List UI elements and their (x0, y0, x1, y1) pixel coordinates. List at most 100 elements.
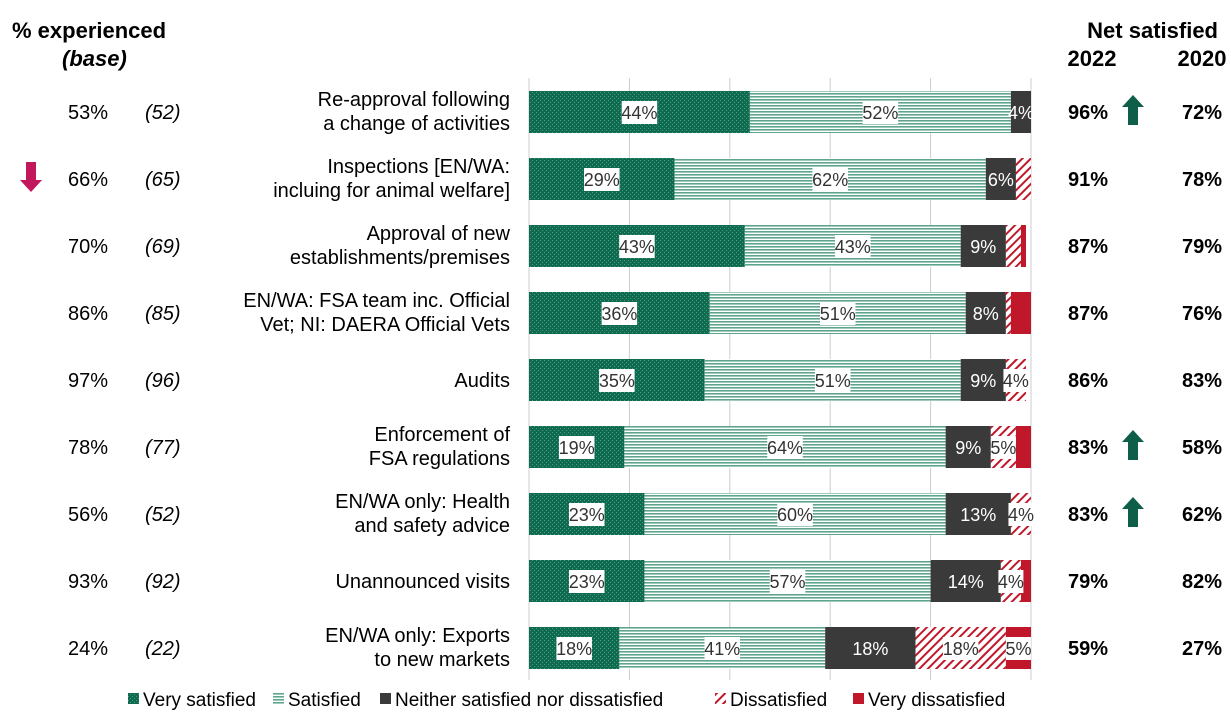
net-2022-value: 86% (1068, 370, 1108, 392)
data-label: 64% (767, 438, 803, 458)
base-value: (52) (145, 504, 181, 526)
net-2020-value: 83% (1182, 370, 1222, 392)
legend-item: Very dissatisfied (853, 690, 1005, 711)
net-2022-value: 83% (1068, 504, 1108, 526)
data-label: 41% (704, 639, 740, 659)
net-2022-value: 87% (1068, 303, 1108, 325)
bar-segment-neither (930, 560, 1001, 602)
net-2020-value: 62% (1182, 504, 1222, 526)
category-label: Vet; NI: DAERA Official Vets (260, 314, 510, 336)
data-label: 9% (970, 371, 996, 391)
chart-row: 70% (69) Approval of newestablishments/pre… (68, 223, 1222, 269)
data-label-bg (704, 637, 741, 660)
data-label: 4% (1008, 505, 1034, 525)
data-label: 18% (943, 639, 979, 659)
legend-swatch (128, 693, 139, 704)
category-label: EN/WA only: Exports (325, 625, 510, 647)
data-label: 9% (955, 438, 981, 458)
data-label: 14% (948, 572, 984, 592)
category-label: establishments/premises (290, 247, 510, 269)
headers: % experienced (base) Net satisfied 2022 … (12, 18, 1226, 71)
net-2020-value: 76% (1182, 303, 1222, 325)
net-2022-value: 87% (1068, 236, 1108, 258)
category-label: and safety advice (354, 515, 510, 537)
data-label-bg (568, 503, 605, 526)
bar-segment-dissatisfied (1005, 292, 1011, 334)
data-label: 19% (559, 438, 595, 458)
category-label: Audits (454, 370, 510, 392)
net-2022-value: 91% (1068, 169, 1108, 191)
data-label: 8% (973, 304, 999, 324)
net-2022-value: 83% (1068, 437, 1108, 459)
experienced-value: 97% (68, 370, 108, 392)
data-label: 5% (990, 438, 1016, 458)
net-2022-value: 59% (1068, 638, 1108, 660)
chart-row: 97% (96) Audits 35% 51% 9% 4% 86% 83% (68, 359, 1222, 401)
bar-segment-neither (825, 627, 916, 669)
data-label-bg (862, 101, 899, 124)
base-value: (22) (145, 638, 181, 660)
data-label-bg (1003, 369, 1029, 392)
category-label: Approval of new (367, 223, 511, 245)
experienced-value: 86% (68, 303, 108, 325)
bar-segment-very-dissatisfied (1010, 292, 1031, 334)
legend-swatch (273, 693, 284, 704)
legend-item: Dissatisfied (715, 690, 827, 711)
data-label-bg (942, 637, 979, 660)
experienced-value: 53% (68, 102, 108, 124)
net-2022-value: 79% (1068, 571, 1108, 593)
legend-swatch (380, 693, 391, 704)
category-label: a change of activities (323, 113, 510, 135)
net-2020-value: 82% (1182, 571, 1222, 593)
data-label: 51% (820, 304, 856, 324)
data-label-bg (769, 570, 806, 593)
net-2020-value: 72% (1182, 102, 1222, 124)
bar-segment-very-dissatisfied (1015, 426, 1031, 468)
bar-segment-neither (960, 225, 1006, 267)
experienced-value: 70% (68, 236, 108, 258)
data-label: 29% (584, 170, 620, 190)
data-label-bg (990, 436, 1016, 459)
data-label-bg (767, 436, 803, 459)
data-label: 52% (862, 103, 898, 123)
data-label-bg (777, 503, 813, 526)
category-label: EN/WA only: Health (335, 491, 510, 513)
data-label: 4% (998, 572, 1024, 592)
data-label: 62% (812, 170, 848, 190)
header-net-satisfied: Net satisfied (1087, 18, 1218, 43)
data-label: 23% (569, 505, 605, 525)
experienced-value: 66% (68, 169, 108, 191)
legend-label: Neither satisfied nor dissatisfied (395, 690, 663, 711)
significant-increase-arrow-icon (1122, 497, 1144, 527)
bar-segment-dissatisfied (1015, 158, 1031, 200)
legend-label: Dissatisfied (730, 690, 827, 711)
data-label: 18% (556, 639, 592, 659)
base-value: (96) (145, 370, 181, 392)
header-experienced: % experienced (12, 18, 166, 43)
legend-label: Very satisfied (143, 690, 256, 711)
category-label: incluing for animal welfare] (273, 180, 510, 202)
base-value: (92) (145, 571, 181, 593)
category-label: Inspections [EN/WA: (327, 156, 510, 178)
bar-segment-neither (945, 493, 1011, 535)
legend-label: Very dissatisfied (868, 690, 1005, 711)
significant-increase-arrow-icon (1122, 430, 1144, 460)
data-label: 4% (1008, 103, 1034, 123)
legend-label: Satisfied (288, 690, 361, 711)
bar-segment-neither (985, 158, 1016, 200)
experienced-value: 93% (68, 571, 108, 593)
significant-decrease-arrow-icon (20, 162, 42, 192)
significant-increase-arrow-icon (1122, 95, 1144, 125)
chart-row: 86% (85) EN/WA: FSA team inc. OfficialVet;… (68, 290, 1222, 336)
legend-swatch (853, 693, 864, 704)
data-label-bg (819, 302, 856, 325)
data-label-bg (812, 168, 848, 191)
bar-segment-neither (965, 292, 1006, 334)
chart-row: 66% (65) Inspections [EN/WA:incluing for a… (20, 156, 1222, 202)
experienced-value: 24% (68, 638, 108, 660)
